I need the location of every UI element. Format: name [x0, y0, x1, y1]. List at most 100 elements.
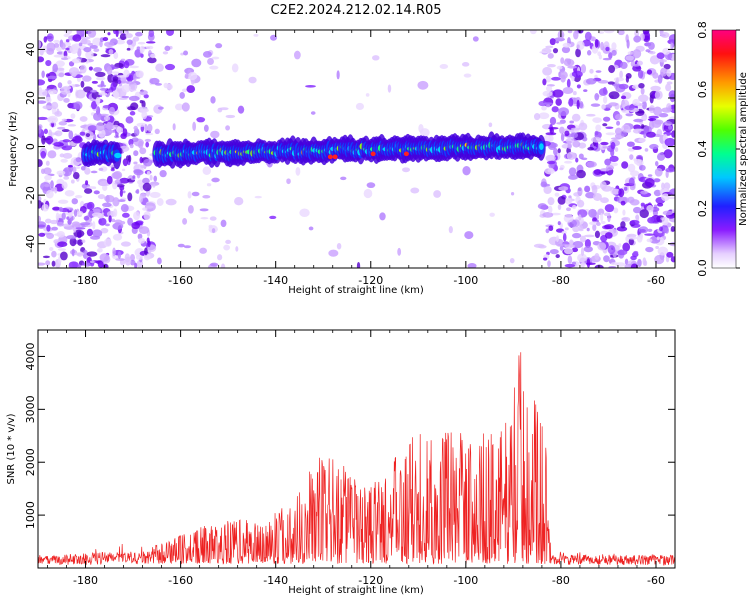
noise-speckle	[586, 50, 592, 56]
noise-speckle	[88, 66, 93, 71]
noise-speckle	[75, 166, 81, 169]
noise-speckle	[67, 80, 72, 85]
spectrogram-x-tick-label: -100	[453, 274, 478, 287]
noise-speckle	[596, 221, 601, 227]
noise-speckle	[646, 238, 653, 243]
noise-speckle	[638, 82, 645, 89]
noise-speckle	[181, 102, 190, 112]
noise-speckle	[562, 42, 572, 48]
band-core	[114, 152, 122, 159]
noise-speckle	[650, 85, 661, 91]
noise-speckle	[604, 204, 615, 213]
noise-speckle	[133, 169, 143, 174]
noise-speckle	[305, 84, 316, 88]
noise-speckle	[104, 195, 115, 203]
noise-speckle	[147, 57, 157, 64]
noise-speckle	[617, 30, 625, 36]
snr-x-tick-label: -120	[358, 574, 383, 587]
noise-speckle	[153, 175, 158, 182]
noise-speckle	[123, 60, 130, 69]
noise-speckle	[595, 70, 602, 73]
noise-speckle	[49, 246, 54, 251]
noise-speckle	[653, 189, 662, 197]
noise-speckle	[611, 42, 617, 50]
noise-speckle	[646, 131, 656, 138]
noise-speckle	[633, 250, 639, 255]
noise-speckle	[668, 34, 675, 44]
noise-speckle	[538, 112, 550, 120]
noise-speckle	[112, 171, 123, 180]
noise-speckle	[577, 253, 587, 263]
noise-speckle	[60, 251, 68, 261]
noise-speckle	[560, 57, 565, 64]
noise-speckle	[600, 181, 607, 190]
snr-x-tick-label: -160	[168, 574, 193, 587]
noise-speckle	[607, 245, 616, 255]
noise-speckle	[108, 130, 117, 133]
noise-speckle	[181, 88, 188, 93]
noise-speckle	[620, 200, 626, 206]
noise-speckle	[594, 93, 600, 101]
noise-speckle	[84, 167, 91, 175]
noise-speckle	[141, 110, 148, 120]
noise-speckle	[615, 77, 619, 85]
noise-speckle	[608, 91, 620, 100]
noise-speckle	[556, 65, 563, 70]
noise-speckle	[433, 190, 442, 198]
noise-speckle	[605, 132, 616, 136]
noise-speckle	[665, 167, 675, 173]
noise-speckle	[570, 132, 579, 139]
noise-speckle	[73, 252, 85, 256]
noise-speckle	[537, 203, 547, 210]
noise-speckle	[86, 201, 95, 210]
noise-speckle	[99, 253, 110, 262]
noise-speckle	[563, 214, 574, 223]
noise-speckle	[113, 51, 119, 59]
noise-speckle	[136, 46, 141, 50]
noise-speckle	[47, 115, 59, 124]
noise-speckle	[61, 181, 68, 190]
noise-speckle	[253, 33, 259, 37]
noise-speckle	[100, 227, 109, 234]
noise-speckle	[608, 265, 617, 268]
noise-speckle	[555, 40, 559, 44]
noise-speckle	[108, 106, 116, 115]
noise-speckle	[105, 223, 110, 227]
noise-speckle	[543, 183, 551, 187]
noise-speckle	[646, 69, 653, 75]
noise-speckle	[103, 115, 111, 121]
noise-speckle	[410, 187, 420, 194]
spectrogram-y-tick-label: 0	[24, 143, 37, 150]
noise-speckle	[120, 58, 126, 62]
noise-speckle	[665, 83, 672, 92]
noise-speckle	[96, 76, 106, 81]
noise-speckle	[72, 166, 77, 174]
noise-speckle	[666, 69, 672, 77]
noise-speckle	[556, 122, 564, 125]
noise-speckle	[196, 116, 206, 123]
noise-speckle	[143, 158, 153, 167]
noise-speckle	[139, 90, 148, 96]
noise-speckle	[225, 125, 231, 131]
noise-speckle	[355, 102, 364, 111]
noise-speckle	[138, 71, 144, 79]
noise-speckle	[647, 174, 653, 177]
noise-speckle	[126, 47, 131, 51]
noise-speckle	[542, 212, 554, 218]
noise-speckle	[569, 120, 575, 124]
noise-speckle	[139, 156, 143, 164]
noise-speckle	[543, 185, 552, 195]
noise-speckle	[130, 253, 135, 262]
noise-speckle	[108, 215, 112, 223]
noise-speckle	[75, 157, 82, 163]
noise-speckle	[336, 70, 340, 80]
noise-speckle	[565, 137, 575, 144]
colorbar-tick-label: 0.2	[696, 200, 709, 218]
noise-speckle	[568, 97, 574, 107]
noise-speckle	[67, 165, 73, 168]
noise-speckle	[641, 124, 645, 129]
noise-speckle	[110, 168, 115, 172]
noise-speckle	[99, 40, 103, 48]
noise-speckle	[144, 247, 148, 256]
spectrogram-x-tick-label: -180	[73, 274, 98, 287]
